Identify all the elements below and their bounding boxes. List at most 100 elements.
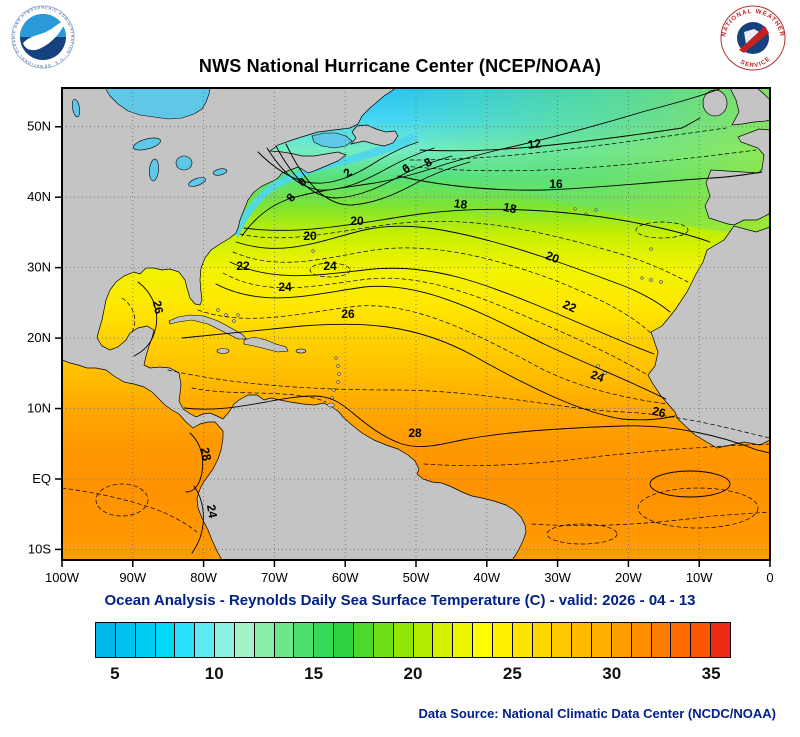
x-tick-label: 80W xyxy=(190,570,217,585)
colorbar-cell xyxy=(453,623,474,657)
map-border xyxy=(61,87,771,561)
colorbar xyxy=(95,622,731,658)
colorbar-cell xyxy=(691,623,712,657)
island-hispaniola xyxy=(243,336,289,353)
isotherm-label: 18 xyxy=(502,200,518,217)
colorbar-tick-label: 5 xyxy=(110,664,120,683)
colorbar-cell xyxy=(671,623,692,657)
colorbar-tick-label: 35 xyxy=(701,664,721,683)
colorbar-cell xyxy=(294,623,315,657)
colorbar-cell xyxy=(314,623,335,657)
axis-layer: 100W 90W 80W 70W 60W 50W 40W 30W 20W 10W 0 50N 40N 30… xyxy=(27,119,773,585)
y-tick-label: 10N xyxy=(27,401,51,416)
isotherm-label: 24 xyxy=(204,504,220,520)
isotherm-label: 22 xyxy=(236,259,250,273)
isotherm-label: 20 xyxy=(350,214,364,228)
colorbar-cell xyxy=(651,623,672,657)
colorbar-tick-label: 25 xyxy=(502,664,522,683)
island-jamaica xyxy=(216,348,230,354)
colorbar-cell xyxy=(592,623,612,657)
y-tick-label: 50N xyxy=(27,119,51,134)
colorbar-cell xyxy=(96,623,116,657)
colorbar-cell xyxy=(334,623,354,657)
colorbar-cell xyxy=(215,623,235,657)
isotherm-label: 28 xyxy=(408,426,422,440)
land-europe xyxy=(704,128,770,226)
nws-logo: NATIONAL WEATHER SERVICE xyxy=(720,5,786,71)
colorbar-cell xyxy=(393,623,414,657)
colorbar-cell xyxy=(552,623,573,657)
x-tick-label: 90W xyxy=(119,570,146,585)
colorbar-cell xyxy=(274,623,295,657)
isotherm-label: 16 xyxy=(549,177,563,191)
x-tick-label: 20W xyxy=(615,570,642,585)
grid-layer xyxy=(62,88,770,560)
isotherm-label: 26 xyxy=(150,299,167,315)
colorbar-cell xyxy=(254,623,275,657)
isotherm-label: 24 xyxy=(323,259,337,273)
colorbar-tick-label: 20 xyxy=(403,664,423,683)
noaa-logo: NATIONAL OCEANIC AND ATMOSPHERIC ADMINIS… xyxy=(10,4,75,69)
northeast-warm-patch xyxy=(392,88,770,238)
colorbar-cell xyxy=(631,623,652,657)
isotherm-label: 26 xyxy=(651,404,668,421)
colorbar-tick-label: 30 xyxy=(602,664,622,683)
colorbar-cell xyxy=(155,623,176,657)
x-tick-label: 10W xyxy=(686,570,713,585)
y-tick-label: EQ xyxy=(32,471,51,486)
x-tick-label: 0 xyxy=(766,570,773,585)
isotherm-label: 26 xyxy=(341,307,355,321)
colorbar-cell xyxy=(373,623,394,657)
isotherm-label: 24 xyxy=(278,280,292,294)
cold-shelf-water xyxy=(232,133,420,238)
land-britain xyxy=(729,88,770,126)
colorbar-cell xyxy=(175,623,196,657)
x-tick-label: 50W xyxy=(403,570,430,585)
x-tick-label: 70W xyxy=(261,570,288,585)
great-lakes xyxy=(71,98,228,187)
colorbar-cell xyxy=(611,623,632,657)
isotherm-label: 18 xyxy=(453,196,468,212)
hudson-bay xyxy=(104,88,211,120)
colorbar-cell xyxy=(195,623,216,657)
y-tick-label: 40N xyxy=(27,189,51,204)
island-newfoundland xyxy=(350,124,399,147)
land-africa xyxy=(647,225,770,449)
isotherm-label: 24 xyxy=(589,367,607,385)
y-tick-label: 20N xyxy=(27,330,51,345)
y-tick-label: 10S xyxy=(28,541,51,556)
x-tick-label: 60W xyxy=(332,570,359,585)
colorbar-cell xyxy=(433,623,454,657)
isotherm-label: 20 xyxy=(303,229,317,243)
x-tick-label: 30W xyxy=(544,570,571,585)
island-cuba xyxy=(168,314,247,340)
colorbar-cell xyxy=(512,623,533,657)
isotherm-label: 12 xyxy=(527,136,542,152)
gulf-of-st-lawrence xyxy=(311,132,353,149)
isotherm-label: 20 xyxy=(544,248,562,266)
colorbar-cell xyxy=(473,623,493,657)
isotherm-label: 28 xyxy=(198,446,215,462)
x-tick-label: 100W xyxy=(45,570,80,585)
land-ireland xyxy=(702,89,728,117)
colorbar-cell xyxy=(135,623,156,657)
colorbar-cell xyxy=(532,623,553,657)
x-tick-label: 40W xyxy=(473,570,500,585)
island-puerto-rico xyxy=(295,348,307,354)
colorbar-cell xyxy=(234,623,255,657)
page-title: NWS National Hurricane Center (NCEP/NOAA… xyxy=(198,56,602,76)
contour-layer xyxy=(62,88,770,554)
colorbar-cell xyxy=(115,623,136,657)
colorbar-tick-label: 10 xyxy=(204,664,224,683)
nws-swoosh-icon xyxy=(739,26,769,53)
colorbar-tick-label: 15 xyxy=(304,664,324,683)
land-americas xyxy=(62,88,527,560)
y-tick-label: 30N xyxy=(27,260,51,275)
colorbar-cell xyxy=(572,623,593,657)
colorbar-labels: 5 10 15 20 25 30 35 xyxy=(0,664,800,690)
noaa-seagull-icon xyxy=(23,19,67,51)
caption: Ocean Analysis - Reynolds Daily Sea Surf… xyxy=(104,592,696,609)
